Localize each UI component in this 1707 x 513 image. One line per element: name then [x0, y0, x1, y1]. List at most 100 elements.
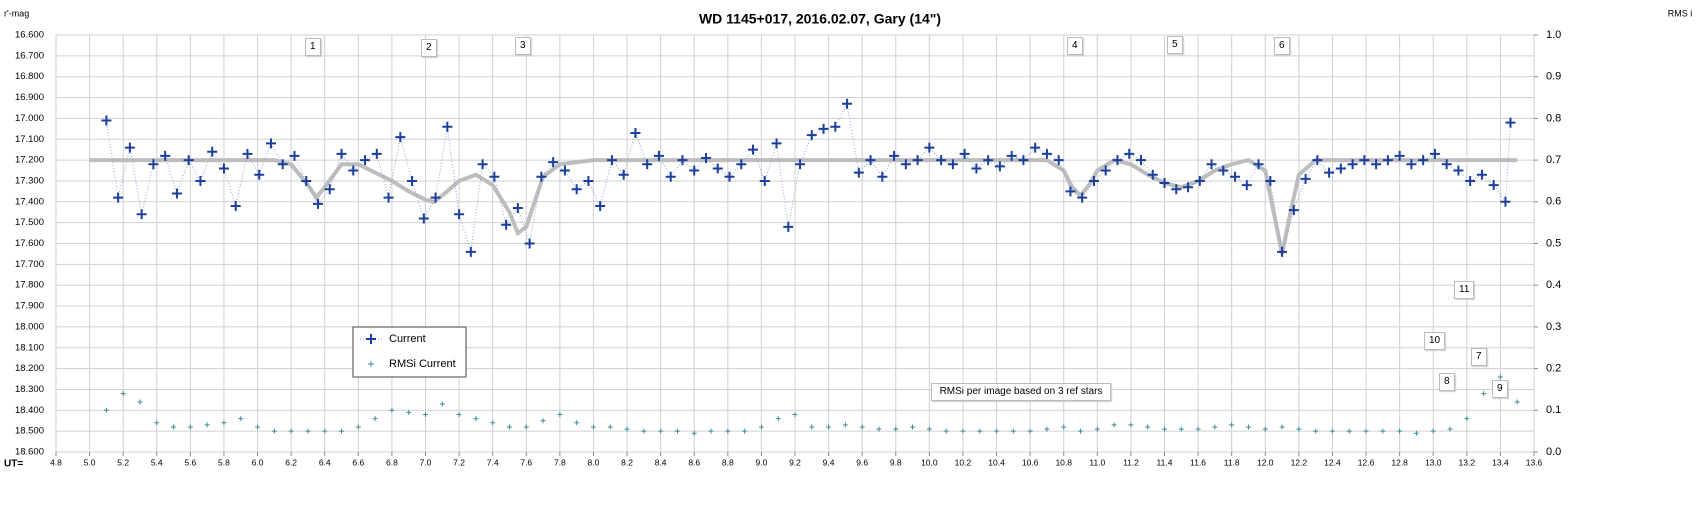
- point: [1218, 165, 1229, 176]
- point: [454, 209, 465, 220]
- point: [395, 132, 406, 143]
- point: [607, 424, 613, 430]
- y2-tick-label: 0.0: [1546, 446, 1561, 458]
- annotation: 4: [1067, 37, 1083, 55]
- x-tick-label: 9.2: [789, 457, 801, 467]
- annotation: 11: [1454, 281, 1475, 299]
- point: [360, 155, 371, 166]
- x-tick-label: 13.4: [1492, 457, 1509, 467]
- point: [559, 165, 570, 176]
- point: [1300, 173, 1311, 184]
- point: [859, 424, 865, 430]
- x-tick-label: 11.0: [1089, 457, 1105, 467]
- point: [1171, 184, 1182, 195]
- point: [1418, 155, 1429, 166]
- point: [1464, 416, 1470, 422]
- point: [154, 420, 160, 426]
- legend-label: RMSi Current: [389, 358, 456, 370]
- point: [1279, 424, 1285, 430]
- point: [230, 200, 241, 211]
- point: [324, 184, 335, 195]
- y2-tick-label: 0.7: [1546, 154, 1561, 166]
- point: [160, 150, 171, 161]
- point: [865, 155, 876, 166]
- y-tick-label: 18.200: [15, 363, 44, 374]
- point: [806, 130, 817, 141]
- y-tick-label: 18.500: [15, 426, 44, 437]
- point: [571, 184, 582, 195]
- point: [926, 426, 932, 432]
- point: [1078, 428, 1084, 434]
- point: [983, 155, 994, 166]
- point: [1178, 426, 1184, 432]
- annotation: 3: [515, 37, 531, 55]
- x-tick-label: 5.0: [84, 457, 96, 467]
- point: [1241, 180, 1252, 191]
- point: [1111, 422, 1117, 428]
- x-tick-label: 5.6: [184, 457, 196, 467]
- x-tick-label: 8.8: [722, 457, 734, 467]
- x-tick-label: 11.2: [1123, 457, 1139, 467]
- point: [1359, 155, 1370, 166]
- x-tick-label: 7.0: [420, 457, 432, 467]
- point: [148, 159, 159, 170]
- point: [853, 167, 864, 178]
- y-tick-label: 17.400: [15, 196, 44, 207]
- point: [242, 148, 253, 159]
- annotation: 1: [305, 38, 321, 56]
- x-tick-label: 12.4: [1324, 457, 1341, 467]
- point: [101, 115, 112, 126]
- point: [1347, 159, 1358, 170]
- point: [489, 171, 500, 182]
- point: [195, 175, 206, 186]
- point: [218, 163, 229, 174]
- point: [339, 428, 345, 434]
- y-tick-label: 18.300: [15, 384, 44, 395]
- point: [265, 138, 276, 149]
- point: [1277, 246, 1288, 257]
- point: [548, 157, 559, 168]
- x-tick-label: 13.0: [1425, 457, 1442, 467]
- y-tick-label: 17.900: [15, 301, 44, 312]
- legend-marker: [366, 334, 376, 344]
- point: [1500, 196, 1511, 207]
- point: [322, 428, 328, 434]
- point: [407, 175, 418, 186]
- point: [1124, 148, 1135, 159]
- x-tick-label: 7.6: [520, 457, 532, 467]
- point: [691, 430, 697, 436]
- point: [124, 142, 135, 153]
- point: [372, 416, 378, 422]
- point: [289, 150, 300, 161]
- point: [742, 428, 748, 434]
- point: [305, 428, 311, 434]
- x-tick-label: 5.2: [117, 457, 129, 467]
- point: [442, 121, 453, 132]
- point: [137, 399, 143, 405]
- x-tick-label: 9.6: [856, 457, 868, 467]
- point: [477, 159, 488, 170]
- point: [689, 165, 700, 176]
- point: [383, 192, 394, 203]
- point: [971, 163, 982, 174]
- annotation: 2: [421, 39, 437, 57]
- point: [439, 401, 445, 407]
- point: [642, 159, 653, 170]
- x-tick-label: 10.6: [1022, 457, 1039, 467]
- x-tick-label: 9.4: [823, 457, 835, 467]
- y2-tick-label: 0.2: [1546, 363, 1561, 375]
- point: [389, 407, 395, 413]
- point: [924, 142, 935, 153]
- point: [641, 428, 647, 434]
- point: [1497, 374, 1503, 380]
- point: [665, 171, 676, 182]
- point: [583, 175, 594, 186]
- point: [1430, 428, 1436, 434]
- x-tick-label: 9.0: [755, 457, 767, 467]
- point: [1159, 178, 1170, 189]
- point: [877, 171, 888, 182]
- point: [221, 420, 227, 426]
- point: [1265, 175, 1276, 186]
- point: [1006, 150, 1017, 161]
